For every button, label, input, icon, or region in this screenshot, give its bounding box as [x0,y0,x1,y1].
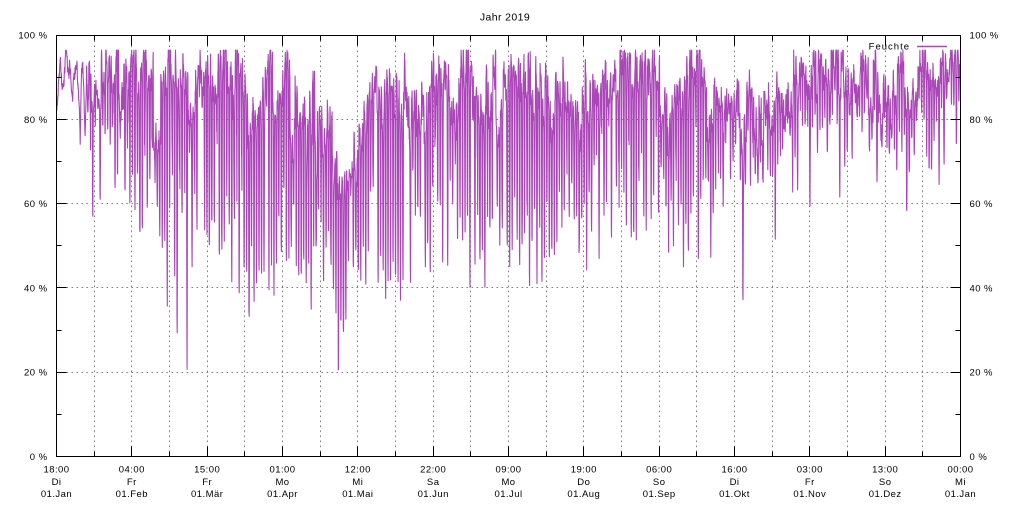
svg-text:16:00: 16:00 [721,465,747,476]
svg-text:60 %: 60 % [970,199,994,210]
svg-text:60 %: 60 % [24,199,48,210]
svg-text:Fr: Fr [127,477,137,488]
svg-text:01.Jan: 01.Jan [945,489,976,500]
svg-text:01.Sep: 01.Sep [643,489,676,500]
svg-text:01.Jan: 01.Jan [41,489,72,500]
svg-text:01.Aug: 01.Aug [567,489,600,500]
svg-text:0 %: 0 % [30,452,48,463]
svg-text:15:00: 15:00 [194,465,220,476]
svg-text:Do: Do [577,477,590,488]
svg-text:01.Feb: 01.Feb [116,489,148,500]
svg-text:18:00: 18:00 [43,465,69,476]
svg-text:Jahr 2019: Jahr 2019 [480,12,530,24]
svg-text:09:00: 09:00 [495,465,521,476]
svg-text:Fr: Fr [202,477,212,488]
svg-text:20 %: 20 % [970,368,994,379]
svg-text:Mo: Mo [501,477,515,488]
svg-text:01.Nov: 01.Nov [793,489,826,500]
svg-text:Di: Di [730,477,740,488]
svg-text:03:00: 03:00 [797,465,823,476]
svg-text:Mo: Mo [275,477,289,488]
svg-text:40 %: 40 % [970,283,994,294]
svg-text:Feuchte: Feuchte [869,42,910,53]
svg-text:01.Jul: 01.Jul [494,489,522,500]
svg-text:01.Dez: 01.Dez [869,489,902,500]
svg-text:So: So [653,477,666,488]
svg-text:Fr: Fr [805,477,815,488]
svg-text:19:00: 19:00 [571,465,597,476]
svg-text:80 %: 80 % [970,115,994,126]
svg-text:100 %: 100 % [18,31,47,42]
svg-text:So: So [879,477,892,488]
svg-text:80 %: 80 % [24,115,48,126]
svg-text:40 %: 40 % [24,283,48,294]
svg-text:Mi: Mi [352,477,363,488]
svg-text:Mi: Mi [955,477,966,488]
svg-text:01.Jun: 01.Jun [418,489,449,500]
svg-text:20 %: 20 % [24,368,48,379]
svg-text:00:00: 00:00 [947,465,973,476]
svg-text:100 %: 100 % [970,31,999,42]
svg-text:06:00: 06:00 [646,465,672,476]
svg-text:12:00: 12:00 [345,465,371,476]
svg-text:13:00: 13:00 [872,465,898,476]
svg-text:22:00: 22:00 [420,465,446,476]
svg-text:01.Okt: 01.Okt [719,489,750,500]
svg-text:0 %: 0 % [970,452,988,463]
svg-text:Di: Di [52,477,62,488]
svg-text:01.Apr: 01.Apr [267,489,298,500]
svg-text:01.Mär: 01.Mär [191,489,223,500]
svg-text:01:00: 01:00 [269,465,295,476]
svg-text:Sa: Sa [427,477,440,488]
svg-text:01.Mai: 01.Mai [342,489,373,500]
svg-text:04:00: 04:00 [119,465,145,476]
